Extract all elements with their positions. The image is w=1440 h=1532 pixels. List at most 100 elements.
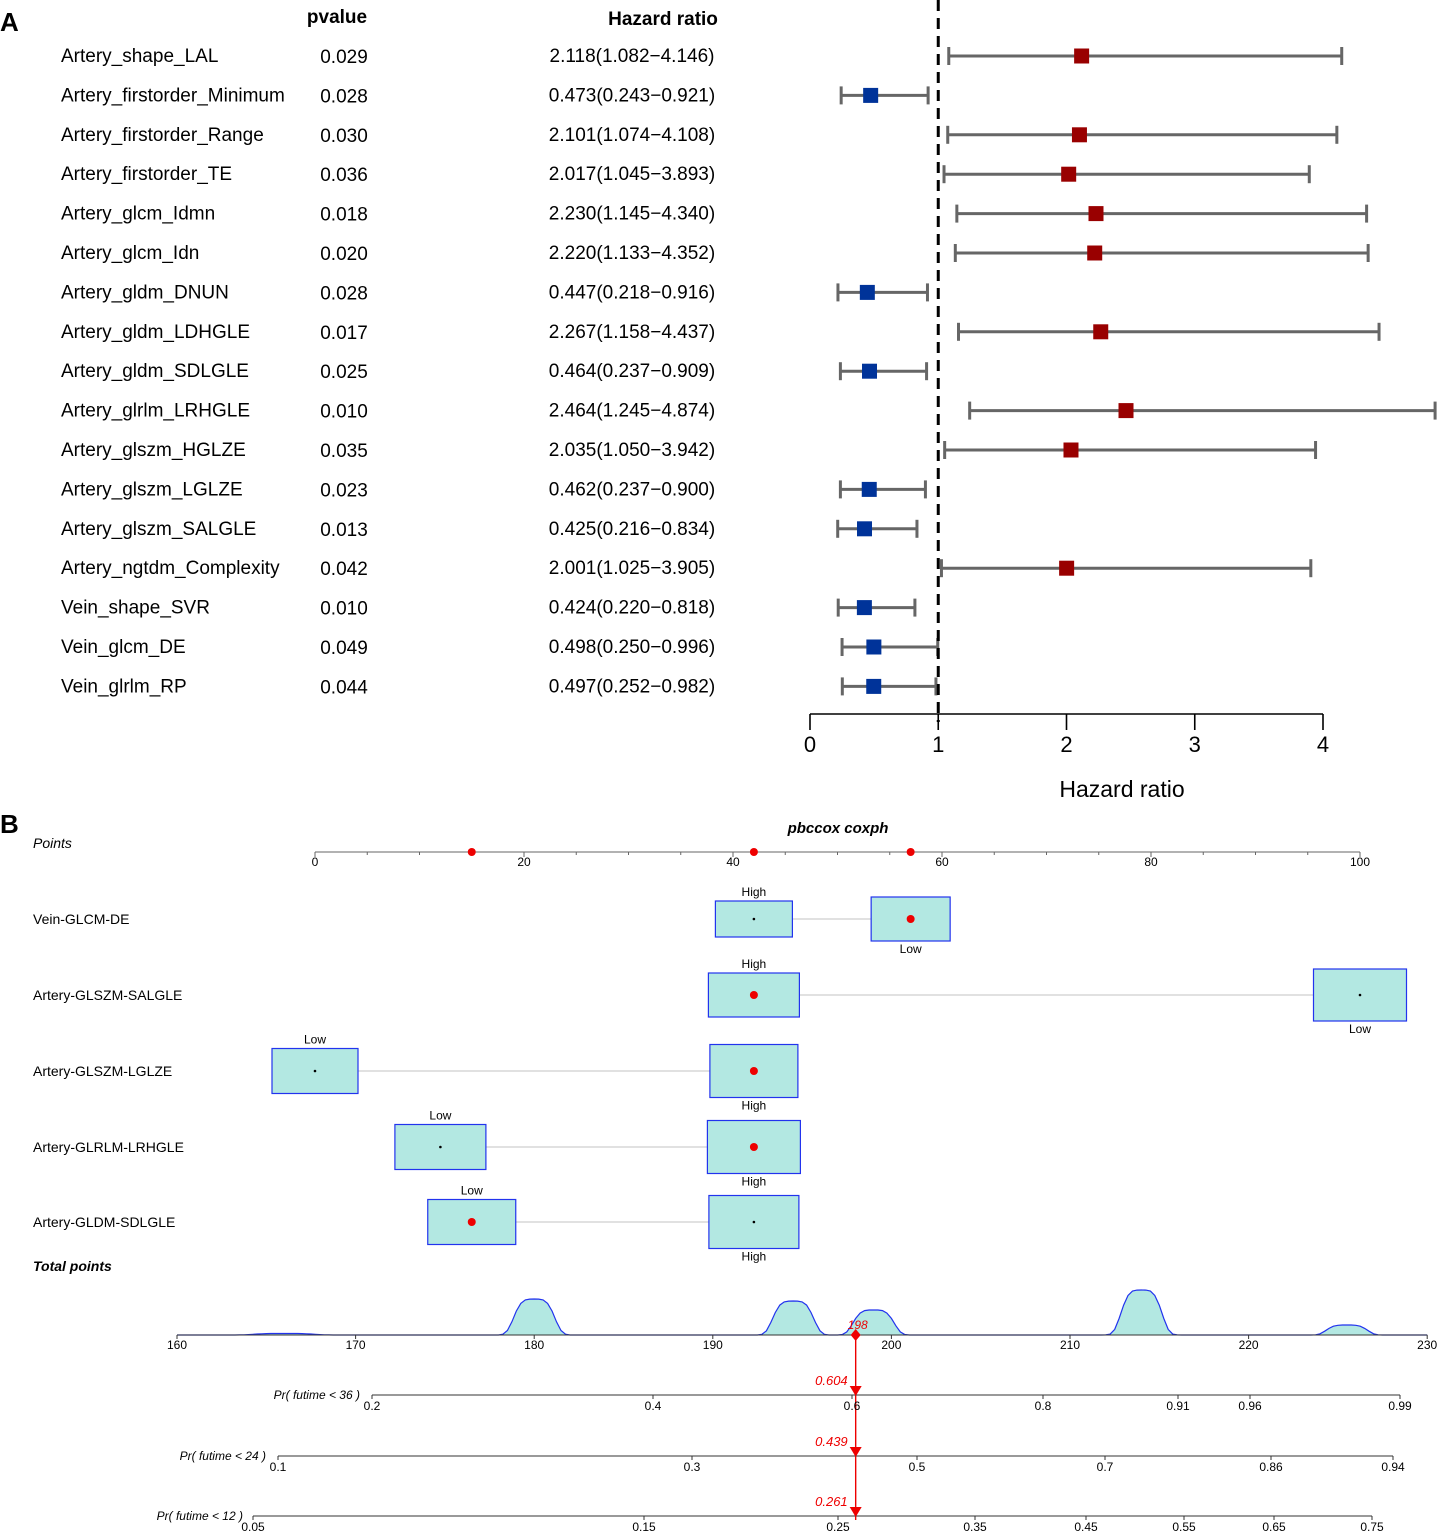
level-label: High <box>742 1099 767 1113</box>
pvalue-cell: 0.035 <box>320 441 368 462</box>
points-axis-label: Points <box>33 835 72 851</box>
level-center-dot <box>752 1220 756 1224</box>
probability-axis-label: Pr( futime < 24 ) <box>180 1449 266 1463</box>
pvalue-cell: 0.013 <box>320 520 368 541</box>
pvalue-cell: 0.029 <box>320 47 368 68</box>
probability-axis-label: Pr( futime < 12 ) <box>157 1509 243 1523</box>
pvalue-cell: 0.044 <box>320 677 368 698</box>
probability-tick-label: 0.6 <box>844 1399 861 1413</box>
selected-level-marker <box>749 1067 758 1075</box>
hazard-ratio-marker <box>863 87 879 103</box>
probability-tick-label: 0.4 <box>645 1399 662 1413</box>
points-tick-label: 40 <box>726 855 740 869</box>
row-label: Artery_shape_LAL <box>61 46 218 67</box>
total-tick-label: 230 <box>1417 1338 1437 1352</box>
row-label: Artery_glcm_Idmn <box>61 204 215 225</box>
variable-label: Artery-GLDM-SDLGLE <box>33 1214 175 1230</box>
row-label: Vein_glcm_DE <box>61 637 186 658</box>
level-label: Low <box>1349 1022 1371 1036</box>
points-tick-label: 60 <box>935 855 949 869</box>
total-tick-label: 170 <box>346 1338 366 1352</box>
row-label: Artery_firstorder_Minimum <box>61 85 285 106</box>
x-tick-label: 2 <box>1060 732 1072 757</box>
variable-label: Artery-GLRLM-LRHGLE <box>33 1139 184 1155</box>
pvalue-cell: 0.010 <box>320 599 368 620</box>
hazard-ratio-cell: 2.035(1.050−3.942) <box>549 440 715 461</box>
level-center-dot <box>439 1145 442 1149</box>
hazard-ratio-cell: 0.464(0.237−0.909) <box>549 361 715 382</box>
probability-tick-label: 0.86 <box>1259 1460 1283 1474</box>
forest-plot: Artery_shape_LAL 0.029 2.118(1.082−4.146) A… <box>61 0 1437 757</box>
hazard-ratio-cell: 0.424(0.220−0.818) <box>549 598 715 619</box>
probability-value: 0.439 <box>815 1434 848 1449</box>
probability-value: 0.604 <box>815 1373 848 1388</box>
level-center-dot <box>752 917 756 921</box>
hazard-ratio-cell: 2.230(1.145−4.340) <box>549 204 715 225</box>
probability-tick-label: 0.25 <box>826 1520 850 1532</box>
points-tick-label: 100 <box>1350 855 1370 869</box>
hazard-ratio-header: Hazard ratio <box>608 9 718 30</box>
total-tick-label: 180 <box>524 1338 544 1352</box>
probability-tick-label: 0.94 <box>1381 1460 1405 1474</box>
hazard-ratio-marker <box>1063 442 1079 458</box>
pvalue-cell: 0.017 <box>320 323 368 344</box>
hazard-ratio-marker <box>861 481 877 497</box>
total-tick-label: 220 <box>1239 1338 1259 1352</box>
variable-label: Artery-GLSZM-SALGLE <box>33 987 182 1003</box>
x-tick-label: 1 <box>932 732 944 757</box>
hazard-ratio-cell: 2.001(1.025−3.905) <box>549 558 715 579</box>
hazard-ratio-marker <box>1093 324 1109 340</box>
pvalue-cell: 0.049 <box>320 638 368 659</box>
forest-x-axis-title: Hazard ratio <box>1059 776 1184 802</box>
total-value-label: 198 <box>848 1318 868 1332</box>
points-tick-label: 80 <box>1144 855 1158 869</box>
probability-tick-label: 0.15 <box>632 1520 656 1532</box>
probability-tick-label: 0.99 <box>1388 1399 1412 1413</box>
points-marker <box>467 848 476 856</box>
hazard-ratio-cell: 0.497(0.252−0.982) <box>549 676 715 697</box>
hazard-ratio-cell: 0.498(0.250−0.996) <box>549 637 715 658</box>
x-tick-label: 0 <box>804 732 816 757</box>
probability-tick-label: 0.05 <box>241 1520 265 1532</box>
row-label: Artery_glrlm_LRHGLE <box>61 401 250 422</box>
level-label: Low <box>461 1184 483 1198</box>
pvalue-cell: 0.030 <box>320 126 368 147</box>
points-tick-label: 0 <box>312 855 319 869</box>
row-label: Artery_gldm_DNUN <box>61 282 229 303</box>
total-tick-label: 190 <box>703 1338 723 1352</box>
hazard-ratio-cell: 2.017(1.045−3.893) <box>549 164 715 185</box>
points-marker <box>749 848 758 856</box>
panel-b-label: B <box>0 809 19 839</box>
hazard-ratio-marker <box>1118 403 1134 419</box>
row-label: Artery_firstorder_TE <box>61 164 232 185</box>
level-label: High <box>742 1250 767 1264</box>
row-label: Artery_gldm_LDHGLE <box>61 322 250 343</box>
hazard-ratio-cell: 0.462(0.237−0.900) <box>549 479 715 500</box>
pvalue-cell: 0.028 <box>320 283 368 304</box>
probability-tick-label: 0.45 <box>1074 1520 1098 1532</box>
hazard-ratio-marker <box>859 284 875 300</box>
x-tick-label: 3 <box>1189 732 1201 757</box>
variable-label: Vein-GLCM-DE <box>33 911 129 927</box>
level-center-dot <box>313 1069 317 1073</box>
probability-tick-label: 0.1 <box>270 1460 287 1474</box>
pvalue-cell: 0.025 <box>320 362 368 383</box>
pvalue-cell: 0.036 <box>320 165 368 186</box>
row-label: Artery_glszm_SALGLE <box>61 519 256 540</box>
pvalue-cell: 0.020 <box>320 244 368 265</box>
hazard-ratio-marker <box>856 600 872 616</box>
probability-tick-label: 0.55 <box>1172 1520 1196 1532</box>
x-tick-label: 4 <box>1317 732 1329 757</box>
points-marker <box>906 848 915 856</box>
probability-axis-label: Pr( futime < 36 ) <box>274 1388 360 1402</box>
total-value-marker <box>850 1329 861 1341</box>
probability-value: 0.261 <box>815 1494 848 1509</box>
nomogram: 0 20 40 60 80 100 Vein-GLCM-DE High Low Artery-GL… <box>33 848 1438 1532</box>
hazard-ratio-marker <box>866 639 882 655</box>
probability-tick-label: 0.2 <box>364 1399 381 1413</box>
pvalue-header: pvalue <box>307 7 367 28</box>
row-label: Artery_firstorder_Range <box>61 125 264 146</box>
selected-level-marker <box>467 1218 476 1226</box>
row-label: Artery_glszm_LGLZE <box>61 479 243 500</box>
